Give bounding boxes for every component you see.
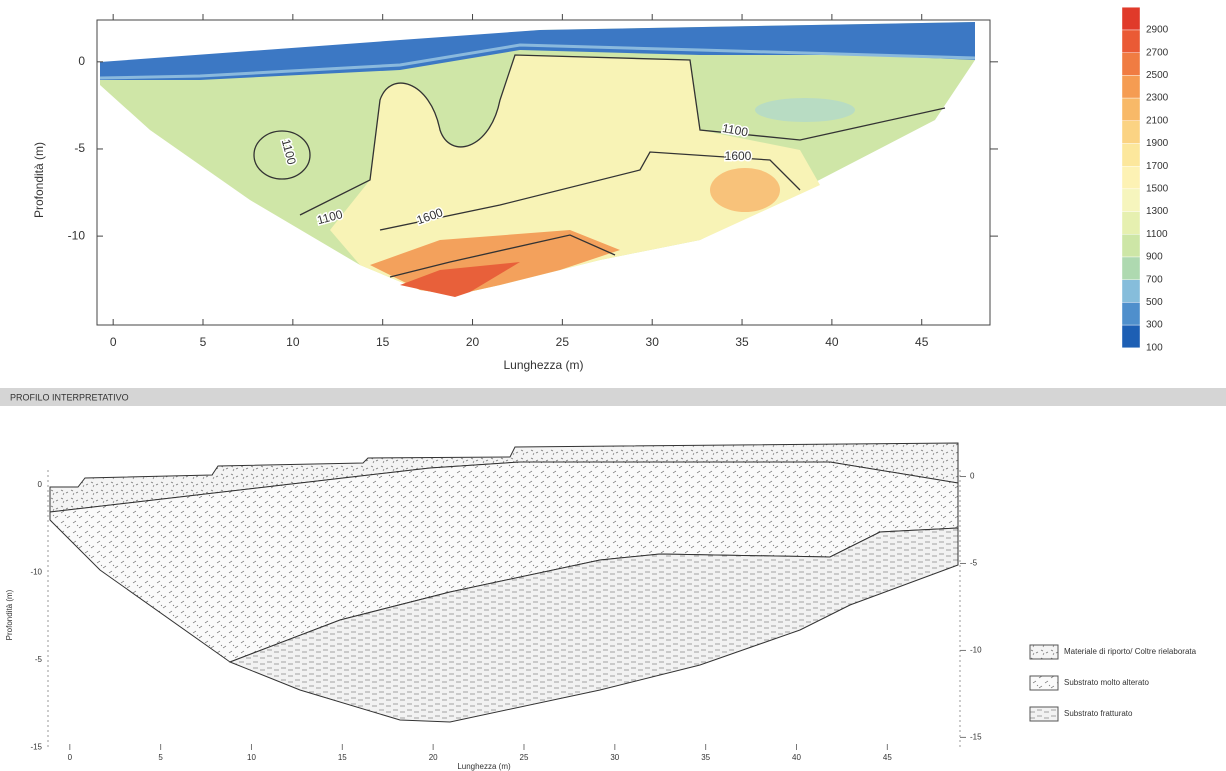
colorbar-cell	[1122, 212, 1140, 235]
y-tick-label: -10	[970, 646, 982, 655]
colorbar-cell	[1122, 280, 1140, 303]
x-tick-label: 35	[701, 753, 710, 762]
legend-swatch	[1030, 707, 1058, 721]
x-tick-label: 35	[735, 335, 749, 349]
contour-label: 1600	[725, 149, 752, 163]
colorbar-label: 500	[1146, 297, 1163, 308]
legend-swatch	[1030, 676, 1058, 690]
colorbar-cell	[1122, 75, 1140, 98]
y-axis-label: Profondità (m)	[32, 142, 46, 218]
x-tick-label: 20	[429, 753, 438, 762]
left-label: -15	[30, 743, 42, 752]
y-tick-label: 0	[970, 472, 975, 481]
colorbar-cell	[1122, 257, 1140, 280]
x-tick-label: 25	[520, 753, 529, 762]
x-axis-label: Lunghezza (m)	[503, 358, 583, 372]
x-tick-label: 10	[247, 753, 256, 762]
colorbar-cell	[1122, 166, 1140, 189]
colorbar-cell	[1122, 144, 1140, 167]
y-tick-label: -5	[970, 559, 978, 568]
x-tick-label: 40	[825, 335, 839, 349]
x-tick-label: 30	[646, 335, 660, 349]
colorbar-label: 2300	[1146, 93, 1169, 104]
colorbar-label: 1900	[1146, 138, 1169, 149]
x-tick-label: 15	[376, 335, 390, 349]
y-tick-label: -15	[970, 733, 982, 742]
colorbar-cell	[1122, 302, 1140, 325]
colorbar-cell	[1122, 121, 1140, 144]
figure: 0 5 10 15 20 25 30 35 40 45 0 -5 -10 Lunghezza (m) Pro…	[0, 0, 1226, 771]
y-tick-label: 0	[78, 54, 85, 68]
section-title: PROFILO INTERPRETATIVO	[10, 392, 129, 402]
colorbar-cell	[1122, 234, 1140, 257]
header-bar	[0, 388, 1226, 406]
x-tick-label: 0	[110, 335, 117, 349]
colorbar-cell	[1122, 189, 1140, 212]
colorbar-cell	[1122, 98, 1140, 121]
colorbar-label: 700	[1146, 274, 1163, 285]
colorbar-label: 2100	[1146, 115, 1169, 126]
colorbar-label: 300	[1146, 320, 1163, 331]
x-tick-label: 45	[883, 753, 892, 762]
x-tick-label: 5	[200, 335, 207, 349]
left-label: -5	[35, 655, 43, 664]
x-tick-label: 5	[158, 753, 163, 762]
x-tick-label: 15	[338, 753, 347, 762]
y-axis-label: Profondità (m)	[5, 589, 14, 640]
x-tick-label: 10	[286, 335, 300, 349]
left-label: -10	[30, 568, 42, 577]
y-tick-label: -5	[74, 141, 85, 155]
x-axis-label: Lunghezza (m)	[457, 762, 511, 771]
cool-zone	[755, 98, 855, 122]
colorbar-label: 1500	[1146, 184, 1169, 195]
colorbar-label: 2900	[1146, 25, 1169, 36]
colorbar-cell	[1122, 325, 1140, 348]
legend-label: Substrato molto alterato	[1064, 678, 1149, 687]
warm-zone	[710, 168, 780, 212]
legend-label: Materiale di riporto/ Coltre rielaborata	[1064, 647, 1197, 656]
legend-swatch	[1030, 645, 1058, 659]
colorbar-label: 2700	[1146, 47, 1169, 58]
colorbar-label: 100	[1146, 342, 1163, 353]
x-tick-label: 0	[68, 753, 73, 762]
x-tick-label: 30	[610, 753, 619, 762]
legend-label: Substrato fratturato	[1064, 709, 1133, 718]
colorbar-cell	[1122, 30, 1140, 53]
colorbar-label: 900	[1146, 252, 1163, 263]
colorbar-cell	[1122, 53, 1140, 76]
x-tick-label: 40	[792, 753, 801, 762]
colorbar-cell	[1122, 7, 1140, 30]
colorbar-label: 1100	[1146, 229, 1168, 240]
colorbar-label: 1700	[1146, 161, 1169, 172]
y-tick-label: -10	[68, 228, 86, 242]
x-tick-label: 25	[556, 335, 570, 349]
x-tick-label: 45	[915, 335, 929, 349]
left-label: 0	[38, 480, 43, 489]
colorbar-label: 2500	[1146, 70, 1169, 81]
x-tick-label: 20	[466, 335, 480, 349]
colorbar-label: 1300	[1146, 206, 1169, 217]
